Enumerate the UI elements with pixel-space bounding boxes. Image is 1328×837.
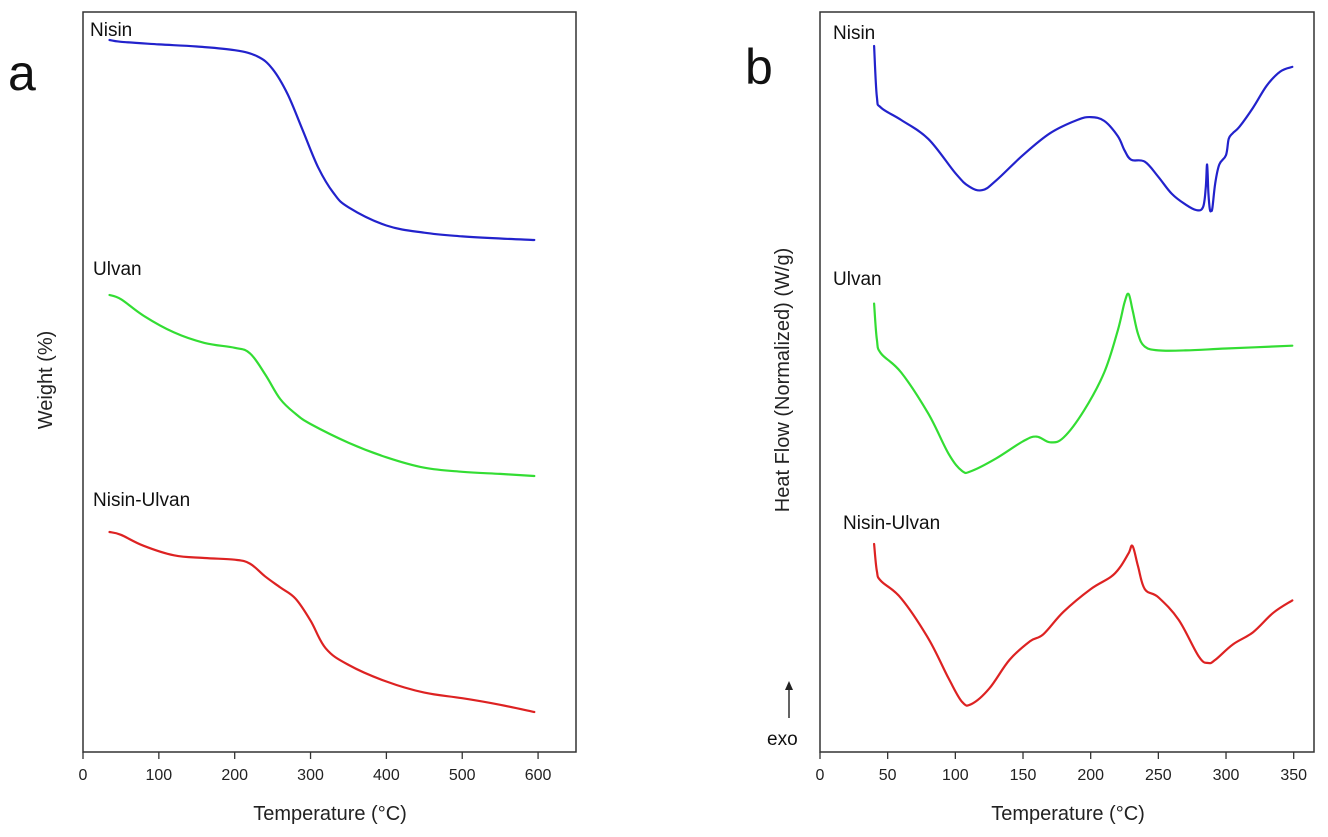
panel-a-plot-frame — [82, 11, 577, 753]
x-tick-label: 100 — [145, 767, 172, 784]
exo-annotation: exo — [767, 729, 798, 750]
panel-b-label-nisin-ulvan: Nisin-Ulvan — [843, 513, 940, 534]
x-tick-label: 300 — [297, 767, 324, 784]
panel-a-curves — [108, 38, 536, 714]
x-tick-label: 0 — [816, 767, 825, 784]
series-line-nisin — [108, 38, 536, 242]
panel-b-letter: b — [745, 39, 773, 95]
panel-a-label-nisin: Nisin — [90, 20, 132, 41]
panel-b-label-ulvan: Ulvan — [833, 269, 882, 290]
panel-b-x-ticks: 0 50 100 150 200 250 300 350 — [816, 752, 1307, 784]
x-tick-label: 50 — [879, 767, 897, 784]
panel-b-curves — [873, 44, 1294, 707]
series-line-nisin-ulvan — [108, 530, 536, 714]
panel-a-x-ticks: 0 100 200 300 400 500 600 — [79, 752, 552, 784]
x-tick-label: 200 — [1077, 767, 1104, 784]
x-tick-label: 350 — [1280, 767, 1307, 784]
x-tick-label: 500 — [449, 767, 476, 784]
panel-b-label-nisin: Nisin — [833, 23, 875, 44]
x-tick-label: 150 — [1010, 767, 1037, 784]
series-line-nisin — [873, 44, 1294, 213]
x-tick-label: 0 — [79, 767, 88, 784]
panel-b-x-axis-title: Temperature (°C) — [991, 803, 1145, 825]
panel-a-letter: a — [8, 45, 36, 101]
panel-a-label-nisin-ulvan: Nisin-Ulvan — [93, 490, 190, 511]
exo-arrow-icon — [785, 681, 793, 718]
series-line-ulvan — [873, 292, 1294, 475]
panel-b-heat-flow-chart: b 0 50 100 150 200 250 300 350 Nisin Ulvan Nisi… — [745, 11, 1315, 825]
x-tick-label: 300 — [1213, 767, 1240, 784]
panel-b-plot-frame — [819, 11, 1315, 753]
panel-b-y-axis-title: Heat Flow (Normalized) (W/g) — [772, 248, 794, 512]
series-line-ulvan — [108, 293, 536, 478]
x-tick-label: 250 — [1145, 767, 1172, 784]
panel-a-y-axis-title: Weight (%) — [35, 331, 57, 430]
x-tick-label: 600 — [525, 767, 552, 784]
x-tick-label: 100 — [942, 767, 969, 784]
x-tick-label: 400 — [373, 767, 400, 784]
x-tick-label: 200 — [221, 767, 248, 784]
panel-a-thermogravimetric-chart: a 0 100 200 300 400 500 600 Nisin Ulvan Nisin-… — [8, 11, 577, 825]
series-line-nisin-ulvan — [873, 542, 1294, 707]
panel-a-label-ulvan: Ulvan — [93, 259, 142, 280]
panel-a-x-axis-title: Temperature (°C) — [253, 803, 407, 825]
